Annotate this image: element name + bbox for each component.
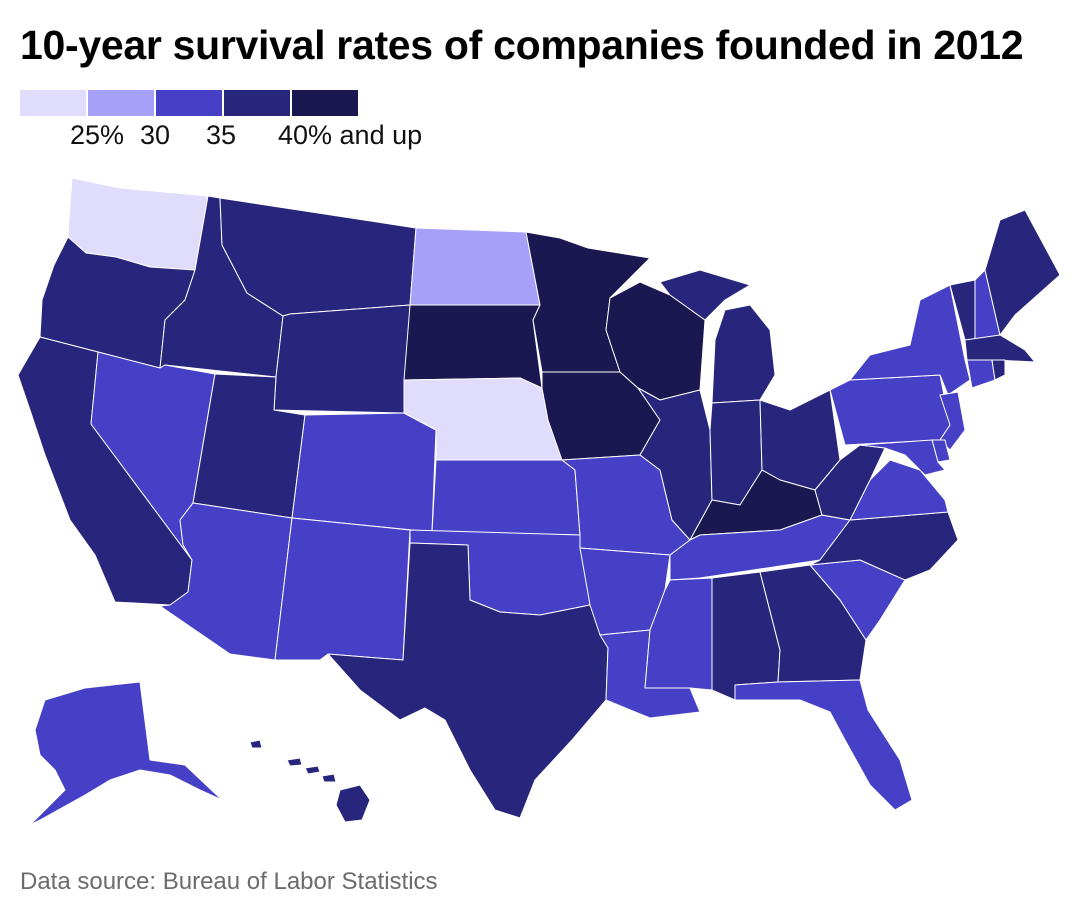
state-CT[interactable] [966,359,996,389]
state-AK[interactable] [29,681,223,826]
legend-swatch-2 [88,90,154,116]
legend-label-30: 30 [140,120,171,150]
state-ND[interactable] [409,227,541,306]
state-RI[interactable] [991,359,1006,381]
state-NJ[interactable] [939,391,966,451]
state-HI[interactable] [249,739,371,823]
state-ME[interactable] [984,209,1061,336]
state-KS[interactable] [431,459,581,536]
legend-swatch-1 [20,90,86,116]
state-PA[interactable] [829,374,951,446]
legend-swatch-5 [292,90,358,116]
state-NM[interactable] [274,517,411,661]
legend-swatch-3 [156,90,222,116]
data-source-note: Data source: Bureau of Labor Statistics [20,868,438,895]
legend-label-35: 35 [206,120,237,150]
state-SD[interactable] [403,304,543,389]
legend-label-25: 25% [70,120,125,150]
state-MS[interactable] [644,577,713,691]
chart-title: 10-year survival rates of companies foun… [20,22,1024,68]
state-NY[interactable] [849,284,971,396]
state-CO[interactable] [291,412,437,533]
state-FL[interactable] [734,679,913,811]
legend-label-40-up: 40% and up [278,120,423,150]
legend-swatch-4 [224,90,290,116]
state-WY[interactable] [273,304,411,414]
state-MA[interactable] [964,334,1036,363]
us-states-map [17,177,1061,826]
state-MD[interactable] [859,439,946,476]
state-WV[interactable] [814,444,886,521]
state-TX[interactable] [327,542,609,819]
state-MI[interactable] [659,269,776,404]
color-legend: 25% 30 35 40% and up [20,90,422,150]
